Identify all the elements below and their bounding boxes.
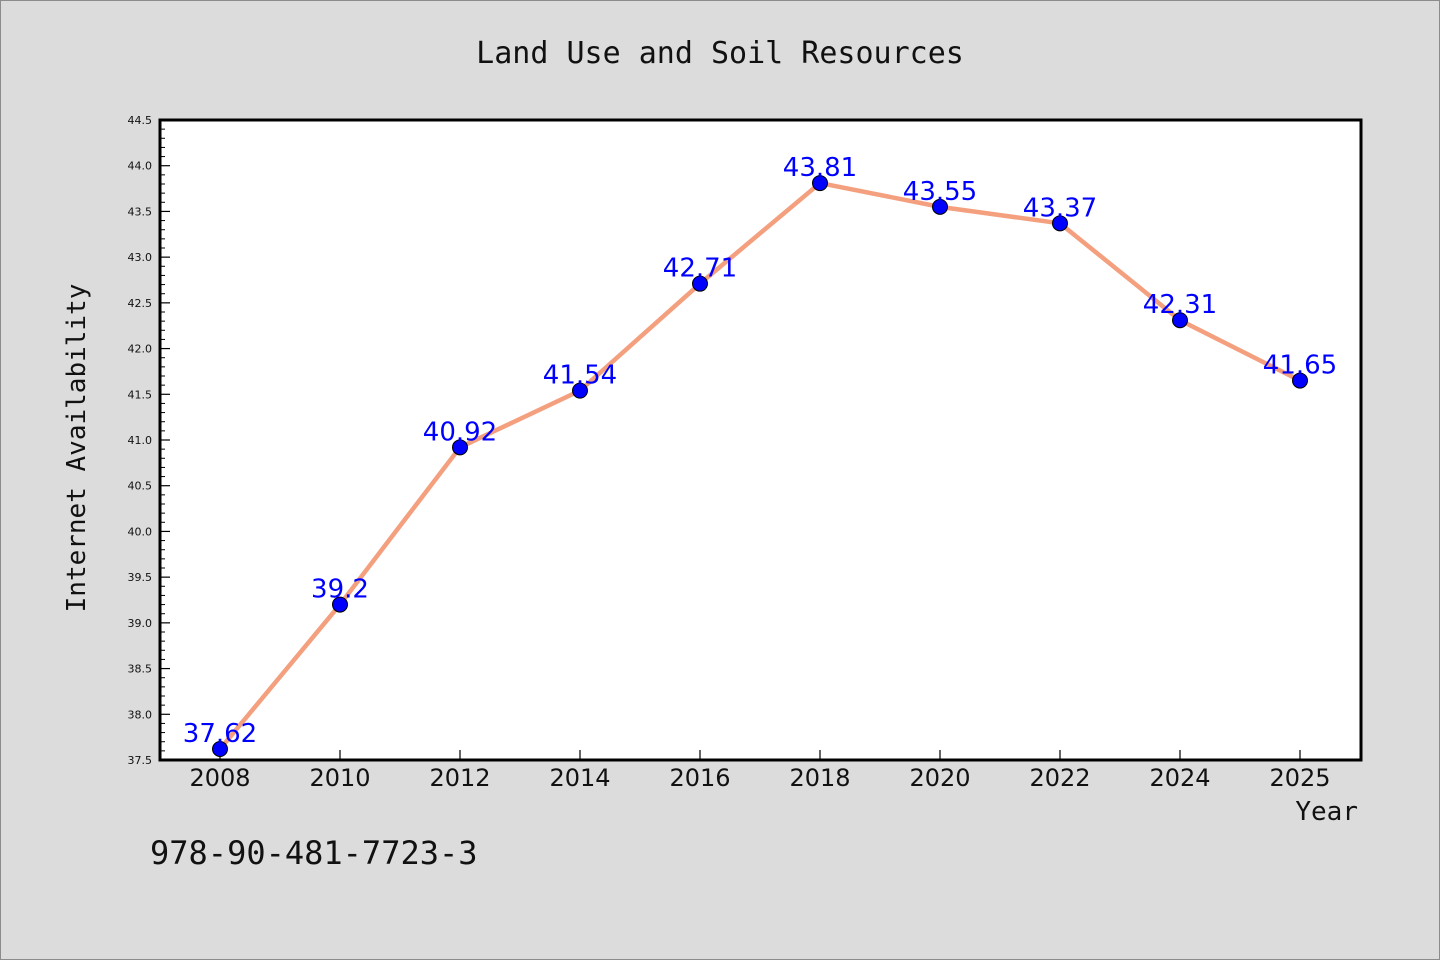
data-point xyxy=(1292,372,1308,389)
data-point xyxy=(932,198,948,215)
y-tick-label: 43.5 xyxy=(128,205,153,218)
series-line xyxy=(218,180,1302,751)
x-tick-label: 2025 xyxy=(1269,764,1330,792)
x-tick-label: 2022 xyxy=(1029,764,1090,792)
x-tick-label: 2012 xyxy=(429,764,490,792)
isbn-text: 978-90-481-7723-3 xyxy=(150,834,478,872)
y-tick-label: 38.0 xyxy=(128,708,153,721)
data-label: 41.54 xyxy=(543,361,617,391)
data-label: 43.37 xyxy=(1023,193,1097,223)
x-tick-label: 2014 xyxy=(549,764,610,792)
data-point xyxy=(332,596,348,613)
y-tick-label: 43.0 xyxy=(128,251,153,264)
x-tick-label: 2008 xyxy=(189,764,250,792)
chart-title: Land Use and Soil Resources xyxy=(476,36,964,71)
y-tick-label: 42.5 xyxy=(128,297,153,310)
y-tick-label: 44.0 xyxy=(128,160,153,173)
x-tick-label: 2016 xyxy=(669,764,730,792)
x-tick-label: 2020 xyxy=(909,764,970,792)
y-axis: 37.5 38.0 38.5 39.0 39.5 40.0 40.5 41.0 41.5 42.0… xyxy=(128,114,170,767)
x-tick-label: 2024 xyxy=(1149,764,1210,792)
data-point xyxy=(1052,215,1068,232)
y-tick-label: 37.5 xyxy=(128,754,153,767)
y-tick-label: 41.0 xyxy=(128,434,153,447)
plot-area xyxy=(158,118,1363,762)
y-tick-label: 41.5 xyxy=(128,388,153,401)
data-label: 40.92 xyxy=(423,417,497,447)
data-point xyxy=(812,175,828,192)
data-point xyxy=(212,741,228,758)
data-label: 42.71 xyxy=(663,254,737,284)
data-label: 37.62 xyxy=(183,719,257,749)
data-point xyxy=(1172,312,1188,329)
y-tick-label: 39.0 xyxy=(128,617,153,630)
x-tick-label: 2018 xyxy=(789,764,850,792)
data-label: 39.2 xyxy=(311,575,369,605)
data-label: 41.65 xyxy=(1263,351,1337,381)
x-tick-label: 2010 xyxy=(309,764,370,792)
data-point xyxy=(452,439,468,456)
data-label: 43.55 xyxy=(903,177,977,207)
y-tick-label: 40.5 xyxy=(128,480,153,493)
y-tick-label: 40.0 xyxy=(128,525,153,538)
x-axis-label: Year xyxy=(1295,797,1358,827)
y-axis-label: Internet Availability xyxy=(62,284,92,613)
y-tick-label: 42.0 xyxy=(128,343,153,356)
data-label: 43.81 xyxy=(783,153,857,183)
y-tick-label: 44.5 xyxy=(128,114,153,127)
y-tick-label: 39.5 xyxy=(128,571,153,584)
data-point xyxy=(692,275,708,292)
y-tick-label: 38.5 xyxy=(128,663,153,676)
data-label: 42.31 xyxy=(1143,290,1217,320)
x-axis: 2008 2010 2012 2014 2016 2018 2020 2022 2024 2025 xyxy=(189,750,1331,792)
data-point xyxy=(572,382,588,399)
data-series: 37.62 39.2 40.92 41.54 42.71 43.81 43.55 43.37 4… xyxy=(183,153,1337,758)
